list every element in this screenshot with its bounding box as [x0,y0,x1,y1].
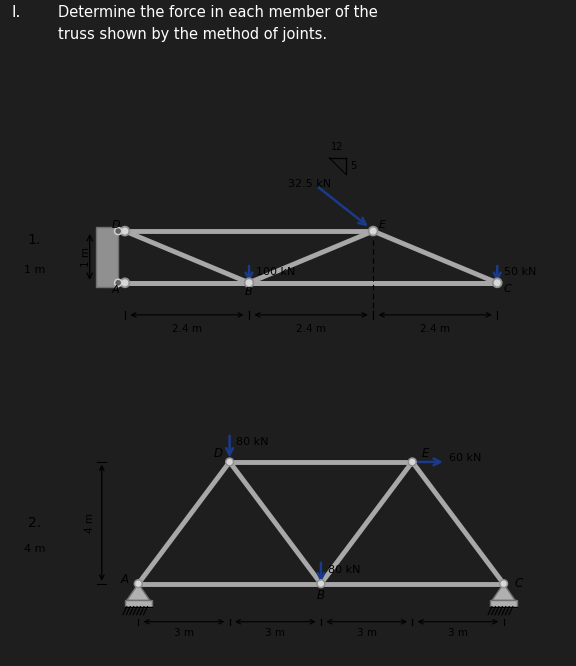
Bar [96,227,118,287]
Circle shape [369,226,378,236]
Text: A: A [120,573,128,585]
Circle shape [115,228,122,234]
Circle shape [501,581,506,586]
Circle shape [494,280,500,286]
Circle shape [115,279,122,286]
Circle shape [120,226,130,236]
Text: D: D [111,220,120,230]
Circle shape [136,581,141,586]
Text: Determine the force in each member of the
truss shown by the method of joints.: Determine the force in each member of th… [58,5,377,42]
Text: 2.4 m: 2.4 m [296,324,326,334]
Circle shape [370,228,376,234]
Circle shape [226,458,234,466]
Circle shape [116,229,120,233]
Circle shape [227,460,232,464]
Circle shape [408,458,416,466]
Circle shape [410,460,415,464]
Circle shape [116,281,120,285]
Circle shape [122,280,128,286]
Text: I.: I. [12,5,21,20]
Text: 2.4 m: 2.4 m [172,324,202,334]
Text: 100 kN: 100 kN [256,268,295,278]
Circle shape [120,278,130,288]
Text: 2.: 2. [28,515,41,530]
Text: 1 m: 1 m [24,264,46,275]
Text: E: E [422,447,429,460]
Text: 4 m: 4 m [85,513,94,533]
Text: D: D [214,447,222,460]
Circle shape [122,228,128,234]
Text: 2.4 m: 2.4 m [420,324,450,334]
Text: 3 m: 3 m [448,629,468,639]
Text: 80 kN: 80 kN [236,437,269,447]
Text: 12: 12 [331,143,344,153]
Circle shape [317,579,325,587]
Text: 3 m: 3 m [266,629,285,639]
Text: 80 kN: 80 kN [328,565,360,575]
Bar [490,601,517,607]
Circle shape [246,280,252,286]
Text: 50 kN: 50 kN [504,268,536,278]
Text: C: C [504,284,511,294]
Text: 3 m: 3 m [357,629,377,639]
Text: 1.: 1. [28,232,41,247]
Polygon shape [492,583,515,601]
Bar [124,601,152,607]
Circle shape [499,579,507,587]
Text: 4 m: 4 m [24,544,46,555]
Circle shape [134,579,142,587]
Text: 32.5 kN: 32.5 kN [288,179,331,189]
Circle shape [492,278,502,288]
Text: 60 kN: 60 kN [449,454,481,464]
Circle shape [244,278,253,288]
Text: B: B [317,589,325,602]
Text: C: C [515,577,523,590]
Text: 1 m: 1 m [81,247,91,267]
Text: A: A [112,285,119,295]
Text: 5: 5 [350,161,356,171]
Circle shape [319,581,323,586]
Text: E: E [379,220,386,230]
Text: 3 m: 3 m [174,629,194,639]
Polygon shape [127,583,150,601]
Text: B: B [245,286,253,296]
